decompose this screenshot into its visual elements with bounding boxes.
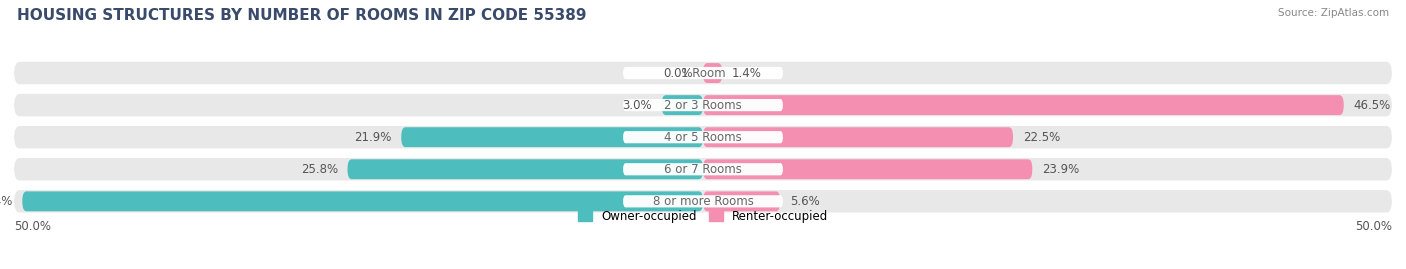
FancyBboxPatch shape xyxy=(703,127,1012,147)
FancyBboxPatch shape xyxy=(703,192,780,211)
Text: 25.8%: 25.8% xyxy=(301,163,337,176)
FancyBboxPatch shape xyxy=(623,99,783,111)
Text: 0.0%: 0.0% xyxy=(664,66,693,80)
Text: 4 or 5 Rooms: 4 or 5 Rooms xyxy=(664,131,742,144)
Text: 50.0%: 50.0% xyxy=(14,220,51,233)
FancyBboxPatch shape xyxy=(623,163,783,175)
Legend: Owner-occupied, Renter-occupied: Owner-occupied, Renter-occupied xyxy=(572,206,834,228)
Text: 1.4%: 1.4% xyxy=(733,66,762,80)
FancyBboxPatch shape xyxy=(22,192,703,211)
FancyBboxPatch shape xyxy=(14,126,1392,148)
Text: 5.6%: 5.6% xyxy=(790,195,820,208)
FancyBboxPatch shape xyxy=(623,195,783,207)
Text: 1 Room: 1 Room xyxy=(681,66,725,80)
FancyBboxPatch shape xyxy=(14,94,1392,116)
FancyBboxPatch shape xyxy=(623,131,783,143)
Text: 6 or 7 Rooms: 6 or 7 Rooms xyxy=(664,163,742,176)
Text: 2 or 3 Rooms: 2 or 3 Rooms xyxy=(664,99,742,112)
FancyBboxPatch shape xyxy=(623,67,783,79)
FancyBboxPatch shape xyxy=(14,158,1392,180)
FancyBboxPatch shape xyxy=(703,63,723,83)
Text: Source: ZipAtlas.com: Source: ZipAtlas.com xyxy=(1278,8,1389,18)
FancyBboxPatch shape xyxy=(703,159,1032,179)
FancyBboxPatch shape xyxy=(347,159,703,179)
FancyBboxPatch shape xyxy=(401,127,703,147)
Text: 23.9%: 23.9% xyxy=(1042,163,1080,176)
FancyBboxPatch shape xyxy=(14,62,1392,84)
Text: 46.5%: 46.5% xyxy=(1354,99,1391,112)
Text: 22.5%: 22.5% xyxy=(1022,131,1060,144)
Text: 21.9%: 21.9% xyxy=(354,131,392,144)
Text: HOUSING STRUCTURES BY NUMBER OF ROOMS IN ZIP CODE 55389: HOUSING STRUCTURES BY NUMBER OF ROOMS IN… xyxy=(17,8,586,23)
Text: 3.0%: 3.0% xyxy=(623,99,652,112)
Text: 8 or more Rooms: 8 or more Rooms xyxy=(652,195,754,208)
FancyBboxPatch shape xyxy=(662,95,703,115)
Text: 50.0%: 50.0% xyxy=(1355,220,1392,233)
FancyBboxPatch shape xyxy=(14,190,1392,213)
Text: 49.4%: 49.4% xyxy=(0,195,13,208)
FancyBboxPatch shape xyxy=(703,95,1344,115)
